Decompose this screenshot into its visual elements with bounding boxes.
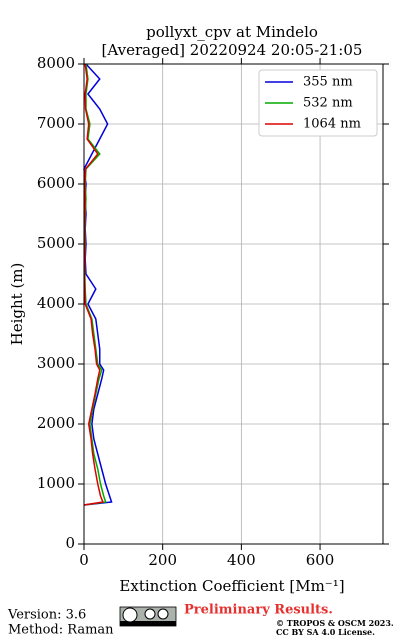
x-axis-label: Extinction Coefficient [Mm⁻¹] bbox=[119, 577, 344, 595]
y-tick-label: 3000 bbox=[37, 354, 75, 372]
plot-frame bbox=[83, 63, 384, 545]
cc-badge bbox=[119, 606, 177, 627]
y-axis-label: Height (m) bbox=[8, 263, 26, 346]
profile-line bbox=[83, 63, 113, 506]
y-tick-label: 4000 bbox=[37, 294, 75, 312]
profile-line bbox=[83, 63, 107, 506]
copyright: © TROPOS & OSCM 2023. bbox=[276, 618, 394, 628]
x-tick-label: 400 bbox=[227, 551, 256, 569]
y-tick-label: 7000 bbox=[37, 114, 75, 132]
y-tick-label: 6000 bbox=[37, 174, 75, 192]
legend-label: 1064 nm bbox=[303, 117, 361, 132]
version: Version: 3.6 bbox=[7, 608, 86, 623]
chart-subtitle: [Averaged] 20220924 20:05-21:05 bbox=[102, 41, 363, 59]
y-tick-label: 0 bbox=[65, 534, 75, 552]
y-tick-label: 8000 bbox=[37, 54, 75, 72]
method: Method: Raman bbox=[8, 623, 114, 638]
legend-label: 355 nm bbox=[303, 75, 353, 90]
y-tick-label: 5000 bbox=[37, 234, 75, 252]
x-tick-label: 600 bbox=[306, 551, 335, 569]
legend-label: 532 nm bbox=[303, 96, 353, 111]
y-tick-label: 1000 bbox=[37, 474, 75, 492]
profile-line bbox=[83, 63, 104, 506]
x-tick-label: 200 bbox=[148, 551, 177, 569]
x-tick-label: 0 bbox=[79, 551, 89, 569]
chart-title: pollyxt_cpv at Mindelo bbox=[146, 23, 318, 41]
legend-box bbox=[258, 69, 378, 137]
license: CC BY SA 4.0 License. bbox=[276, 627, 375, 637]
preliminary-note: Preliminary Results. bbox=[184, 603, 333, 618]
y-tick-label: 2000 bbox=[37, 414, 75, 432]
